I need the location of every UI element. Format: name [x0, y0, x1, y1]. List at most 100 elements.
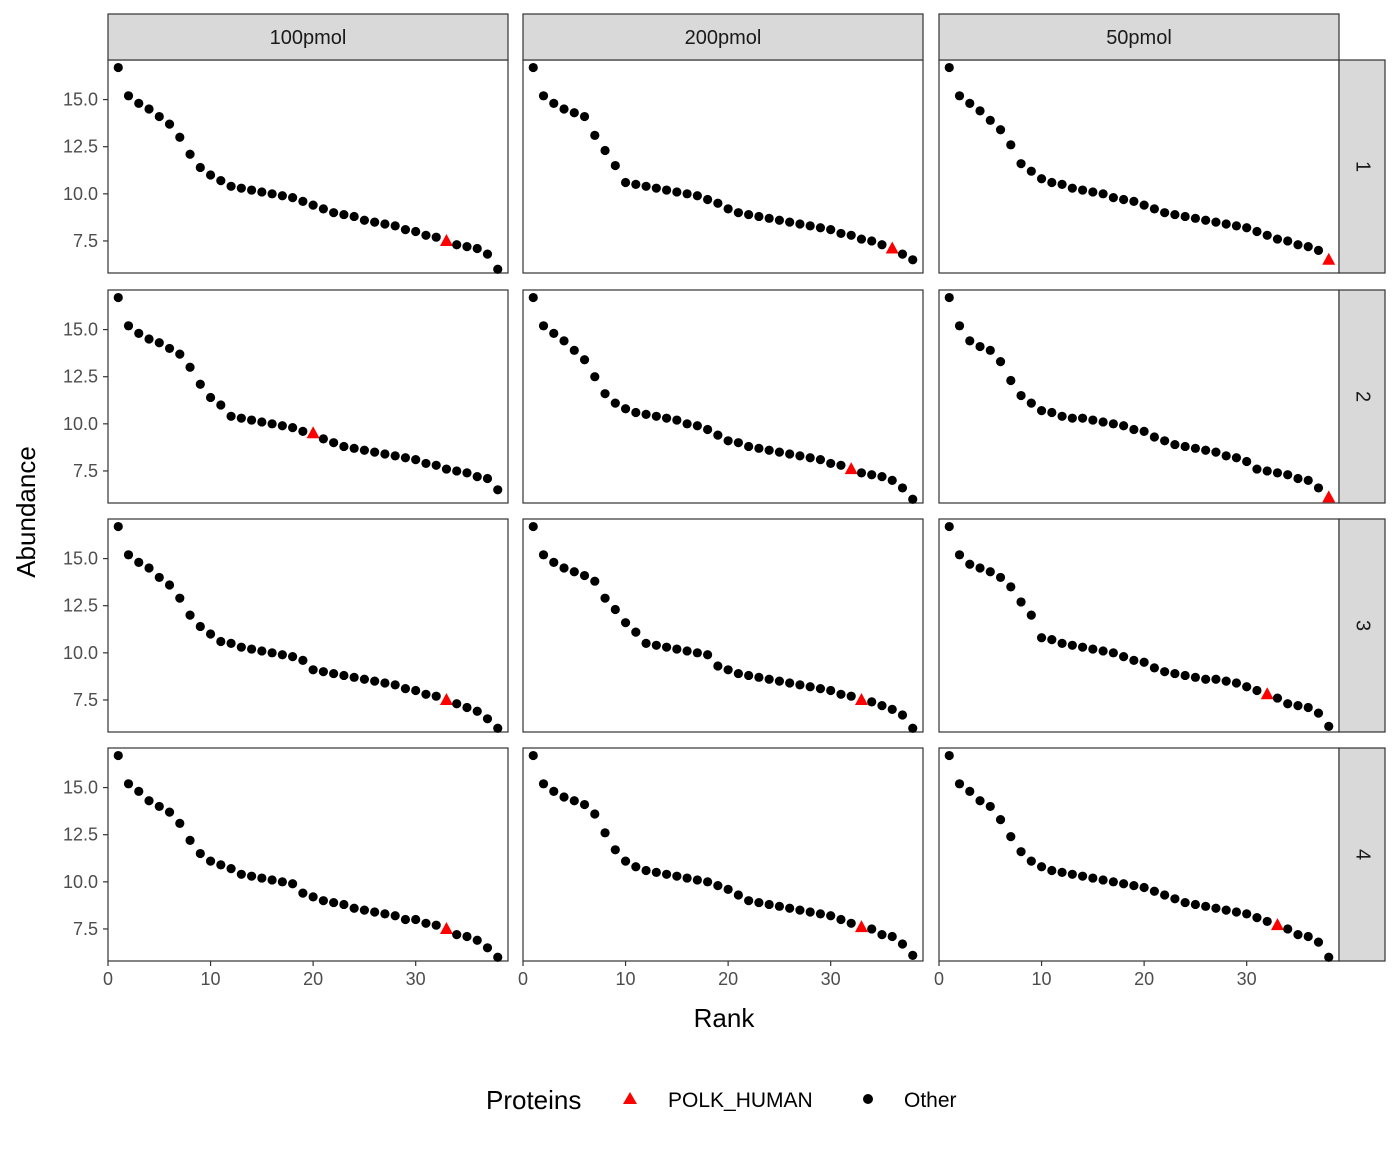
- point-other: [267, 419, 277, 429]
- facet-strip-col-label: 200pmol: [685, 27, 762, 49]
- point-other: [1057, 411, 1067, 421]
- point-other: [246, 871, 257, 881]
- point-other: [441, 464, 452, 474]
- point-other: [462, 242, 472, 252]
- facet-strip-row-label: 2: [1352, 391, 1374, 402]
- point-other: [452, 466, 462, 476]
- point-other: [1272, 468, 1283, 478]
- point-other: [1139, 882, 1149, 893]
- point-other: [713, 198, 723, 208]
- point-other: [590, 809, 600, 819]
- point-other: [175, 349, 185, 359]
- point-other: [349, 672, 359, 682]
- point-other: [703, 877, 713, 887]
- point-other: [975, 563, 985, 573]
- point-other: [1221, 451, 1231, 461]
- panel-100pmol-3: [107, 518, 509, 733]
- y-tick-label: 15.0: [63, 320, 98, 340]
- point-other: [620, 177, 631, 188]
- point-other: [462, 702, 472, 713]
- point-other: [805, 682, 815, 692]
- point-other: [1283, 470, 1293, 480]
- point-other: [965, 336, 975, 346]
- point-other: [1047, 177, 1057, 188]
- point-other: [908, 494, 918, 504]
- point-other: [493, 952, 503, 962]
- legend-label-other: Other: [904, 1089, 957, 1112]
- point-other: [661, 185, 672, 195]
- point-other: [236, 183, 246, 193]
- point-other: [1047, 635, 1057, 645]
- point-other: [308, 200, 318, 210]
- point-other: [370, 907, 380, 917]
- point-other: [944, 521, 954, 532]
- point-other: [641, 409, 651, 420]
- point-other: [1077, 871, 1088, 881]
- point-other: [641, 865, 651, 876]
- point-other: [661, 413, 672, 423]
- point-other: [1313, 483, 1324, 493]
- facet-strips: 100pmol 200pmol 50pmol 1 2 3 4: [107, 13, 1386, 962]
- point-other: [590, 576, 600, 586]
- point-other: [692, 421, 702, 431]
- facet-strip-row-label: 1: [1352, 161, 1374, 172]
- point-other: [1057, 638, 1067, 649]
- point-other: [380, 909, 390, 919]
- point-other: [631, 862, 641, 872]
- point-other: [815, 684, 826, 694]
- panel-50pmol-2: [938, 289, 1340, 504]
- point-other: [175, 593, 185, 603]
- point-other: [744, 441, 754, 452]
- y-axis-title: Abundance: [11, 446, 41, 578]
- point-other: [867, 236, 877, 246]
- point-other: [538, 550, 549, 560]
- point-other: [482, 249, 493, 259]
- point-other: [1160, 890, 1170, 900]
- point-other: [1057, 867, 1067, 878]
- point-other: [1211, 217, 1221, 227]
- point-other: [359, 445, 370, 455]
- point-other: [1067, 183, 1077, 193]
- point-other: [246, 644, 257, 654]
- point-other: [400, 914, 411, 925]
- point-other: [723, 204, 733, 214]
- point-other: [528, 292, 538, 303]
- point-other: [836, 914, 846, 925]
- panel-200pmol-3: [522, 518, 924, 733]
- point-other: [339, 441, 349, 452]
- point-other: [1221, 676, 1231, 686]
- point-other: [682, 189, 692, 199]
- point-other: [856, 468, 867, 478]
- point-other: [164, 119, 175, 129]
- point-other: [1231, 678, 1242, 688]
- point-other: [205, 392, 216, 403]
- point-other: [472, 243, 482, 254]
- point-other: [298, 196, 308, 206]
- point-other: [764, 899, 774, 910]
- point-other: [134, 557, 144, 567]
- point-other: [349, 211, 359, 222]
- point-other: [134, 786, 144, 796]
- point-other: [897, 249, 908, 259]
- point-other: [113, 292, 123, 303]
- point-other: [944, 62, 954, 73]
- panel-200pmol-4: [522, 747, 924, 962]
- point-other: [661, 642, 672, 652]
- point-other: [1201, 215, 1211, 225]
- point-other: [1149, 204, 1159, 214]
- point-other: [134, 98, 144, 108]
- point-other: [411, 914, 421, 925]
- point-other: [867, 924, 877, 934]
- point-other: [877, 701, 887, 711]
- point-other: [805, 221, 815, 231]
- point-other: [1098, 189, 1108, 199]
- panel-50pmol-4: [938, 747, 1340, 962]
- point-other: [1190, 899, 1201, 910]
- point-other: [785, 449, 795, 459]
- point-other: [795, 451, 805, 461]
- point-other: [975, 796, 985, 806]
- point-other: [651, 640, 661, 650]
- point-other: [1283, 699, 1293, 709]
- point-other: [897, 483, 908, 493]
- point-other: [1242, 682, 1252, 692]
